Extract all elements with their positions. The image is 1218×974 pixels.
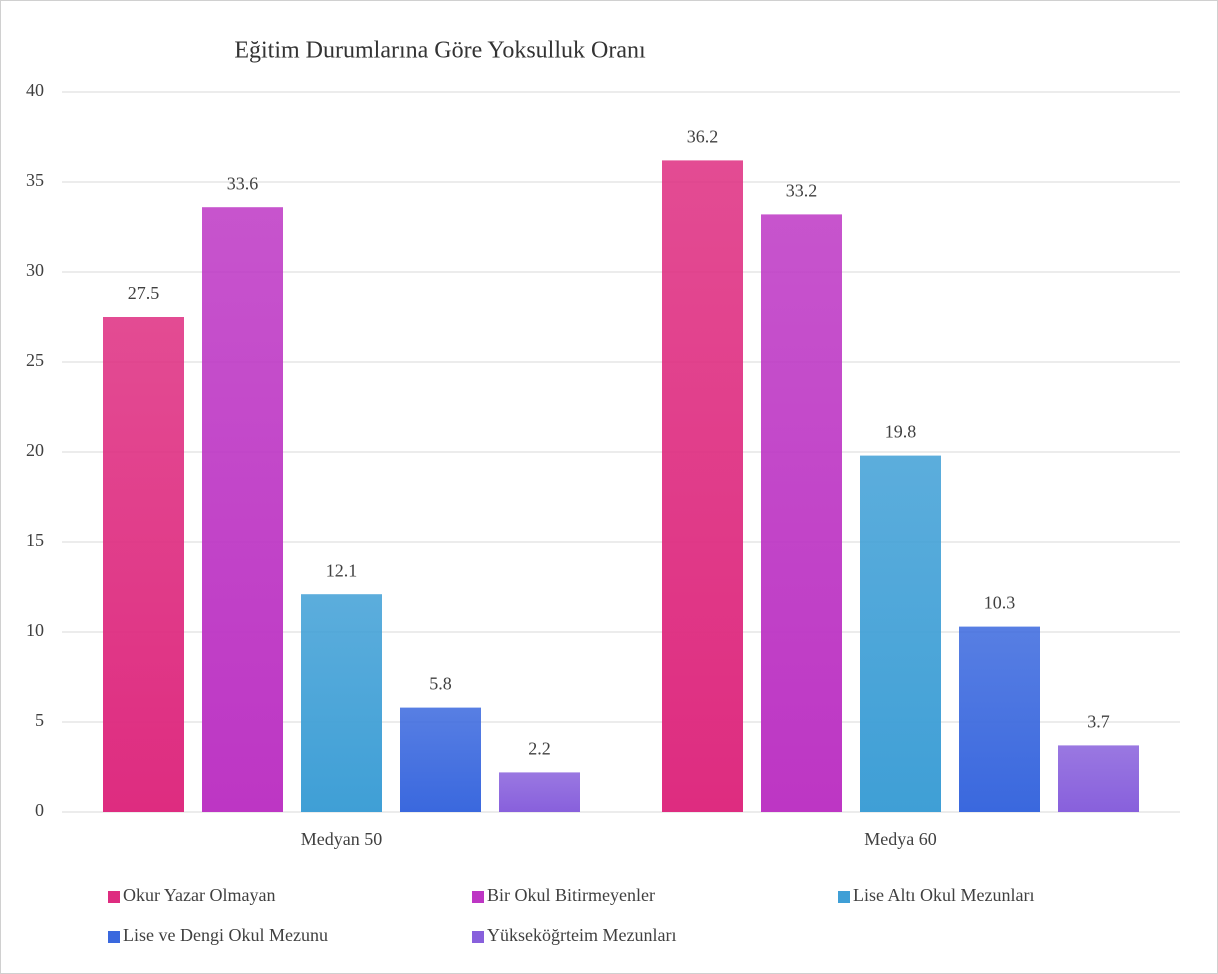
data-label: 36.2 — [687, 127, 719, 147]
y-tick-label: 0 — [35, 800, 44, 820]
legend-swatch — [108, 891, 120, 903]
data-label: 10.3 — [984, 593, 1016, 613]
legend-label: Okur Yazar Olmayan — [123, 885, 275, 905]
data-label: 2.2 — [528, 739, 551, 759]
chart-title: Eğitim Durumlarına Göre Yoksulluk Oranı — [234, 38, 646, 64]
bar — [761, 214, 842, 812]
bar — [202, 207, 283, 812]
bar — [301, 594, 382, 812]
y-tick-label: 20 — [26, 440, 44, 460]
legend-label: Lise Altı Okul Mezunları — [853, 885, 1034, 905]
bar — [662, 160, 743, 812]
bar — [103, 317, 184, 812]
legend-swatch — [472, 891, 484, 903]
data-label: 33.2 — [786, 181, 818, 201]
x-tick-label: Medyan 50 — [301, 829, 382, 849]
data-label: 27.5 — [128, 283, 160, 303]
y-tick-label: 25 — [26, 350, 44, 370]
legend-swatch — [838, 891, 850, 903]
y-tick-label: 30 — [26, 260, 44, 280]
data-label: 12.1 — [326, 560, 358, 580]
bar — [860, 455, 941, 812]
y-tick-label: 15 — [26, 530, 44, 550]
legend-label: Yükseköğrteim Mezunları — [487, 925, 676, 945]
data-label: 33.6 — [227, 173, 259, 193]
bar — [400, 707, 481, 812]
legend-label: Lise ve Dengi Okul Mezunu — [123, 925, 328, 945]
data-label: 3.7 — [1087, 712, 1110, 732]
x-tick-label: Medya 60 — [864, 829, 936, 849]
bar — [959, 626, 1040, 812]
bar — [499, 772, 580, 812]
y-tick-label: 40 — [26, 80, 44, 100]
legend-swatch — [472, 931, 484, 943]
legend-swatch — [108, 931, 120, 943]
y-tick-label: 35 — [26, 170, 44, 190]
y-tick-label: 10 — [26, 620, 44, 640]
data-label: 19.8 — [885, 422, 917, 442]
y-tick-label: 5 — [35, 710, 44, 730]
bar — [1058, 745, 1139, 812]
data-label: 5.8 — [429, 674, 452, 694]
legend-label: Bir Okul Bitirmeyenler — [487, 885, 655, 905]
